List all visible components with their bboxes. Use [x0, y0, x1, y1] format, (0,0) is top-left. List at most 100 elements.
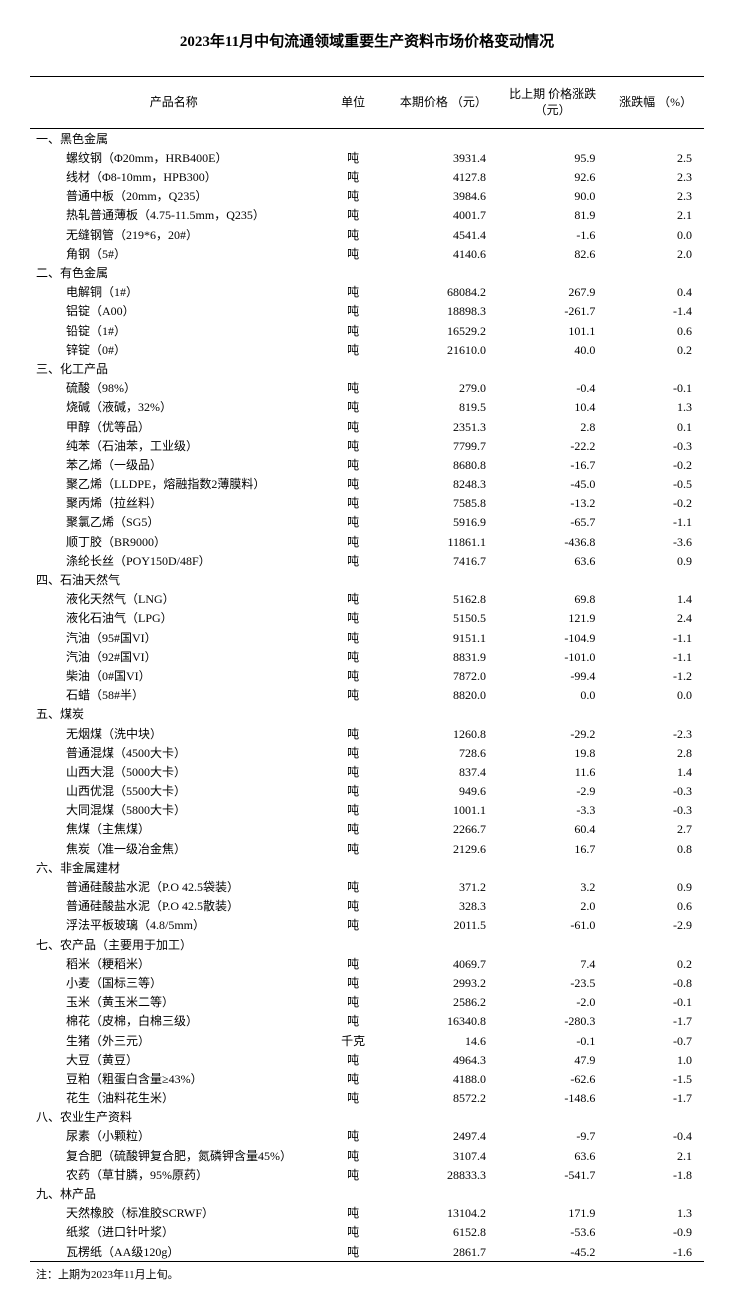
cell-pct: -1.7: [607, 1012, 704, 1031]
table-row: 焦煤（主焦煤）吨2266.760.42.7: [30, 820, 704, 839]
cell-price: 21610.0: [389, 340, 498, 359]
table-row: 大豆（黄豆）吨4964.347.91.0: [30, 1050, 704, 1069]
table-row: 花生（油料花生米）吨8572.2-148.6-1.7: [30, 1089, 704, 1108]
table-row: 顺丁胶（BR9000）吨11861.1-436.8-3.6: [30, 532, 704, 551]
cell-diff: -53.6: [498, 1223, 607, 1242]
section-heading: 二、有色金属: [30, 264, 704, 283]
cell-pct: 0.6: [607, 321, 704, 340]
cell-price: 7872.0: [389, 666, 498, 685]
cell-price: 13104.2: [389, 1204, 498, 1223]
cell-diff: 171.9: [498, 1204, 607, 1223]
cell-unit: 吨: [318, 1146, 389, 1165]
cell-name: 山西优混（5500大卡）: [30, 782, 318, 801]
cell-pct: -0.3: [607, 436, 704, 455]
cell-unit: 吨: [318, 340, 389, 359]
cell-diff: -99.4: [498, 666, 607, 685]
cell-unit: 吨: [318, 743, 389, 762]
section-heading-row: 七、农产品（主要用于加工）: [30, 935, 704, 954]
cell-pct: 0.9: [607, 551, 704, 570]
cell-pct: 0.4: [607, 283, 704, 302]
cell-price: 28833.3: [389, 1165, 498, 1184]
cell-pct: 0.0: [607, 686, 704, 705]
cell-name: 螺纹钢（Φ20mm，HRB400E）: [30, 148, 318, 167]
cell-unit: 吨: [318, 302, 389, 321]
cell-diff: -62.6: [498, 1069, 607, 1088]
cell-price: 4001.7: [389, 206, 498, 225]
table-row: 尿素（小颗粒）吨2497.4-9.7-0.4: [30, 1127, 704, 1146]
cell-pct: 2.0: [607, 244, 704, 263]
cell-pct: -3.6: [607, 532, 704, 551]
table-row: 聚氯乙烯（SG5）吨5916.9-65.7-1.1: [30, 513, 704, 532]
cell-unit: 吨: [318, 475, 389, 494]
cell-unit: 吨: [318, 283, 389, 302]
cell-name: 焦炭（准一级冶金焦）: [30, 839, 318, 858]
table-row: 棉花（皮棉，白棉三级）吨16340.8-280.3-1.7: [30, 1012, 704, 1031]
table-row: 涤纶长丝（POY150D/48F）吨7416.763.60.9: [30, 551, 704, 570]
cell-pct: -0.3: [607, 801, 704, 820]
cell-price: 1001.1: [389, 801, 498, 820]
cell-pct: -0.1: [607, 379, 704, 398]
section-heading: 四、石油天然气: [30, 571, 704, 590]
table-row: 稻米（粳稻米）吨4069.77.40.2: [30, 954, 704, 973]
table-row: 苯乙烯（一级品）吨8680.8-16.7-0.2: [30, 455, 704, 474]
cell-pct: -0.5: [607, 475, 704, 494]
cell-price: 4069.7: [389, 954, 498, 973]
cell-name: 铅锭（1#）: [30, 321, 318, 340]
cell-diff: -148.6: [498, 1089, 607, 1108]
cell-pct: 0.2: [607, 340, 704, 359]
cell-unit: 吨: [318, 1127, 389, 1146]
cell-name: 小麦（国标三等）: [30, 973, 318, 992]
cell-name: 液化天然气（LNG）: [30, 590, 318, 609]
cell-unit: 吨: [318, 1204, 389, 1223]
cell-name: 柴油（0#国VI）: [30, 666, 318, 685]
cell-unit: 吨: [318, 1223, 389, 1242]
cell-diff: -104.9: [498, 628, 607, 647]
cell-price: 8572.2: [389, 1089, 498, 1108]
col-header-name: 产品名称: [30, 77, 318, 129]
cell-price: 3931.4: [389, 148, 498, 167]
cell-price: 7416.7: [389, 551, 498, 570]
cell-pct: -1.2: [607, 666, 704, 685]
cell-name: 硫酸（98%）: [30, 379, 318, 398]
cell-unit: 吨: [318, 417, 389, 436]
cell-pct: -1.7: [607, 1089, 704, 1108]
table-row: 液化石油气（LPG）吨5150.5121.92.4: [30, 609, 704, 628]
cell-name: 普通硅酸盐水泥（P.O 42.5袋装）: [30, 878, 318, 897]
cell-price: 2266.7: [389, 820, 498, 839]
table-row: 铝锭（A00）吨18898.3-261.7-1.4: [30, 302, 704, 321]
cell-name: 棉花（皮棉，白棉三级）: [30, 1012, 318, 1031]
cell-pct: 0.2: [607, 954, 704, 973]
cell-name: 复合肥（硫酸钾复合肥，氮磷钾含量45%）: [30, 1146, 318, 1165]
cell-pct: -2.9: [607, 916, 704, 935]
cell-name: 普通混煤（4500大卡）: [30, 743, 318, 762]
cell-diff: -261.7: [498, 302, 607, 321]
cell-price: 2129.6: [389, 839, 498, 858]
section-heading-row: 五、煤炭: [30, 705, 704, 724]
cell-diff: 2.0: [498, 897, 607, 916]
table-row: 瓦楞纸（AA级120g）吨2861.7-45.2-1.6: [30, 1242, 704, 1262]
cell-name: 无缝钢管（219*6，20#）: [30, 225, 318, 244]
cell-unit: 吨: [318, 993, 389, 1012]
cell-pct: -0.7: [607, 1031, 704, 1050]
cell-name: 玉米（黄玉米二等）: [30, 993, 318, 1012]
table-row: 汽油（95#国VI）吨9151.1-104.9-1.1: [30, 628, 704, 647]
cell-diff: 11.6: [498, 762, 607, 781]
table-row: 石蜡（58#半）吨8820.00.00.0: [30, 686, 704, 705]
cell-diff: -280.3: [498, 1012, 607, 1031]
cell-price: 4188.0: [389, 1069, 498, 1088]
cell-name: 苯乙烯（一级品）: [30, 455, 318, 474]
cell-diff: -29.2: [498, 724, 607, 743]
table-row: 玉米（黄玉米二等）吨2586.2-2.0-0.1: [30, 993, 704, 1012]
cell-price: 4140.6: [389, 244, 498, 263]
cell-name: 浮法平板玻璃（4.8/5mm）: [30, 916, 318, 935]
page-title: 2023年11月中旬流通领域重要生产资料市场价格变动情况: [30, 30, 704, 51]
cell-unit: 吨: [318, 1069, 389, 1088]
cell-unit: 吨: [318, 647, 389, 666]
cell-price: 9151.1: [389, 628, 498, 647]
cell-diff: -2.9: [498, 782, 607, 801]
table-row: 聚乙烯（LLDPE，熔融指数2薄膜料）吨8248.3-45.0-0.5: [30, 475, 704, 494]
cell-diff: 63.6: [498, 551, 607, 570]
cell-price: 4127.8: [389, 168, 498, 187]
cell-diff: -45.0: [498, 475, 607, 494]
cell-unit: 吨: [318, 321, 389, 340]
